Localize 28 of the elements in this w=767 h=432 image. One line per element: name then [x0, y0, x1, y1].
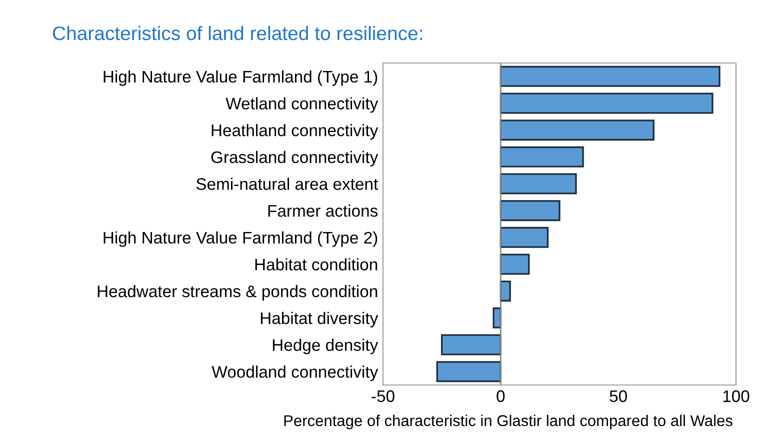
y-tick-label: Farmer actions	[268, 204, 378, 217]
x-tick-label: -50	[372, 390, 394, 402]
x-tick-label: 0	[496, 390, 505, 402]
bar	[500, 200, 560, 222]
bar	[500, 120, 654, 141]
bar	[500, 146, 584, 168]
bar	[500, 254, 530, 275]
bar	[500, 92, 714, 114]
bar	[500, 173, 577, 194]
x-axis-title: Percentage of characteristic in Glastir land compared to all Wales	[284, 414, 732, 430]
y-tick-label: Habitat diversity	[260, 312, 378, 328]
y-tick-label: Heathland connectivity	[212, 124, 378, 140]
bar	[500, 66, 720, 87]
bar	[500, 226, 549, 248]
bar	[441, 334, 502, 356]
y-tick-label: High Nature Value Farmland (Type 1)	[104, 70, 378, 86]
y-tick-label: Woodland connectivity	[212, 366, 378, 382]
y-tick-label: Habitat condition	[255, 258, 378, 270]
bar	[436, 361, 502, 382]
y-tick-label: High Nature Value Farmland (Type 2)	[104, 231, 378, 247]
y-tick-label: Semi-natural area extent	[196, 178, 378, 190]
y-tick-label: Wetland connectivity	[226, 97, 378, 113]
y-tick-label: Hedge density	[272, 338, 378, 354]
chart-title: Characteristics of land related to resilience:	[52, 26, 422, 40]
y-tick-label: Grassland connectivity	[211, 150, 378, 166]
x-tick-label: 100	[723, 390, 750, 402]
x-tick-label: 50	[610, 390, 627, 402]
y-tick-label: Headwater streams & ponds condition	[98, 285, 378, 301]
